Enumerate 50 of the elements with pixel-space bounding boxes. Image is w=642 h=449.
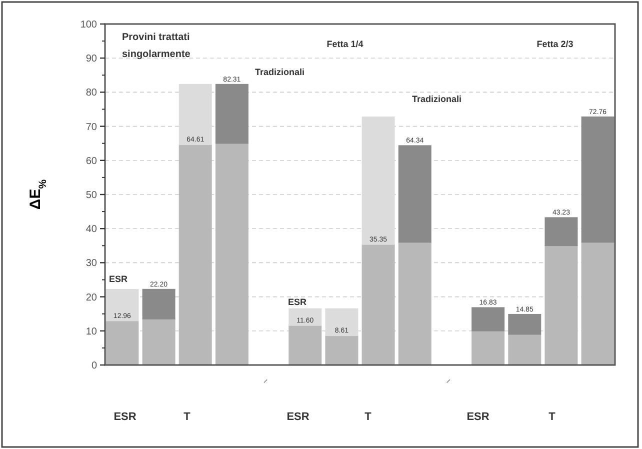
y-tick-label: 20: [86, 292, 98, 304]
x-tick-label: –: [260, 376, 270, 386]
y-tick-label: 60: [86, 156, 98, 167]
bar: [398, 242, 432, 366]
annotation: ESR: [288, 297, 308, 307]
bar: [106, 320, 139, 366]
bar: [178, 144, 212, 366]
bar: [472, 307, 505, 332]
bar: [288, 308, 322, 326]
bar: [215, 142, 248, 366]
x-tick-label: –: [443, 376, 454, 386]
text: ESR: [286, 411, 310, 423]
bar: [544, 217, 578, 246]
text: T: [364, 411, 372, 423]
annotation: Tradizionali: [412, 94, 462, 104]
annotation: Tradizionali: [255, 67, 305, 77]
y-tick-label: 100: [80, 20, 98, 30]
bar: [398, 145, 432, 243]
y-tick-label: 10: [86, 326, 98, 338]
y-tick-label: 70: [86, 122, 98, 133]
bar: [288, 325, 322, 366]
bar: [508, 334, 542, 366]
y-tick-label: 40: [86, 224, 98, 236]
bar: [106, 289, 139, 322]
annotation: Fetta 2/3: [536, 39, 574, 49]
bar: [178, 84, 212, 146]
annotation: Fetta 1/4: [326, 39, 364, 49]
bar: [508, 314, 542, 335]
y-tick-label: 50: [86, 190, 98, 201]
annotation: ESR: [109, 274, 128, 284]
text: T: [548, 411, 556, 423]
bar: [362, 244, 395, 366]
y-tick-label: 80: [86, 88, 98, 99]
text: T: [184, 411, 191, 423]
text: ESR: [114, 411, 136, 423]
bar: [581, 116, 614, 243]
bar: [472, 330, 505, 366]
bar: [325, 308, 358, 336]
y-tick-label: 30: [86, 258, 98, 270]
bar: [325, 335, 358, 366]
annotation: Provini trattati singolarmente: [122, 32, 191, 60]
bar: [581, 242, 614, 366]
y-tick-label: 90: [86, 54, 98, 65]
y-tick-label: 0: [91, 360, 98, 372]
bar: [215, 84, 248, 144]
bar: [142, 288, 176, 320]
bar: [362, 116, 395, 245]
bar: [544, 245, 578, 366]
bar: [142, 318, 176, 366]
text: ESR: [466, 411, 490, 423]
